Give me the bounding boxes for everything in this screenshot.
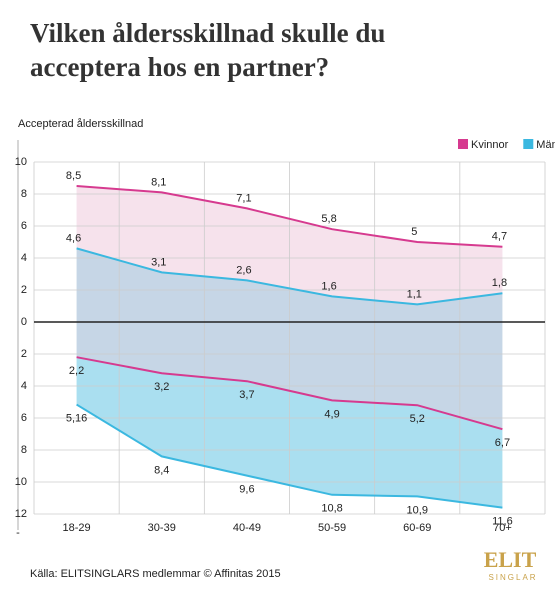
data-label: 1,1 bbox=[407, 288, 422, 300]
data-label: 4,6 bbox=[66, 232, 81, 244]
data-label: 11,6 bbox=[492, 516, 513, 528]
data-label: 1,8 bbox=[492, 277, 507, 289]
chart-title: Vilken åldersskillnad skulle du accepter… bbox=[30, 18, 386, 82]
data-label: 10,9 bbox=[407, 504, 428, 516]
x-tick-label: 40-49 bbox=[233, 522, 261, 534]
y-negative-marker: - bbox=[16, 527, 20, 539]
line bbox=[76, 247, 503, 306]
line bbox=[76, 185, 503, 248]
line bbox=[76, 403, 503, 509]
data-label: 4,9 bbox=[324, 408, 339, 420]
data-label: 5,8 bbox=[321, 213, 336, 225]
x-tick-label: 30-39 bbox=[148, 522, 176, 534]
x-tick-label: 18-29 bbox=[63, 522, 91, 534]
y-tick-label: 2 bbox=[21, 284, 27, 296]
y-tick-label: 4 bbox=[21, 380, 27, 392]
source: Källa: ELITSINGLARS medlemmar © Affinita… bbox=[30, 568, 281, 580]
y-tick-label: 10 bbox=[15, 476, 27, 488]
logo-tagline: SINGLAR bbox=[488, 573, 537, 582]
y-tick-label: 0 bbox=[21, 316, 27, 328]
data-label: 7,1 bbox=[236, 192, 251, 204]
logo-name: ELIT bbox=[484, 547, 537, 572]
data-label: 6,7 bbox=[495, 437, 510, 449]
data-label: 3,2 bbox=[154, 381, 169, 393]
y-tick-label: 6 bbox=[21, 412, 27, 424]
data-label: 1,6 bbox=[321, 280, 336, 292]
data-label: 5 bbox=[411, 226, 417, 238]
y-tick-label: 4 bbox=[21, 252, 27, 264]
x-tick-label: 50-59 bbox=[318, 522, 346, 534]
legend-swatch bbox=[523, 139, 534, 149]
x-tick-label: 70+ bbox=[493, 522, 512, 534]
x-tick-label: 60-69 bbox=[403, 522, 431, 534]
data-label: 8,5 bbox=[66, 170, 81, 182]
y-tick-label: 8 bbox=[21, 444, 27, 456]
data-label: 2,6 bbox=[236, 264, 251, 276]
data-label: 10,8 bbox=[321, 503, 342, 515]
data-label: 5,2 bbox=[410, 413, 425, 425]
data-label: 8,1 bbox=[151, 176, 166, 188]
y-tick-label: 2 bbox=[21, 348, 27, 360]
y-tick-label: 6 bbox=[21, 220, 27, 232]
data-label: 3,7 bbox=[239, 389, 254, 401]
y-tick-label: 12 bbox=[15, 508, 27, 520]
data-label: 5,16 bbox=[66, 412, 87, 424]
data-label: 8,4 bbox=[154, 464, 169, 476]
y-axis-label: Accepterad åldersskillnad bbox=[18, 118, 143, 130]
y-tick-label: 8 bbox=[21, 188, 27, 200]
data-label: 2,2 bbox=[69, 365, 84, 377]
legend-label: Män bbox=[536, 139, 555, 151]
data-label: 3,1 bbox=[151, 256, 166, 268]
legend-swatch bbox=[458, 139, 468, 149]
y-tick-label: 10 bbox=[15, 156, 27, 168]
data-label: 9,6 bbox=[239, 484, 254, 496]
line bbox=[76, 356, 503, 431]
data-label: 4,7 bbox=[492, 231, 507, 243]
legend-label: Kvinnor bbox=[471, 139, 509, 151]
